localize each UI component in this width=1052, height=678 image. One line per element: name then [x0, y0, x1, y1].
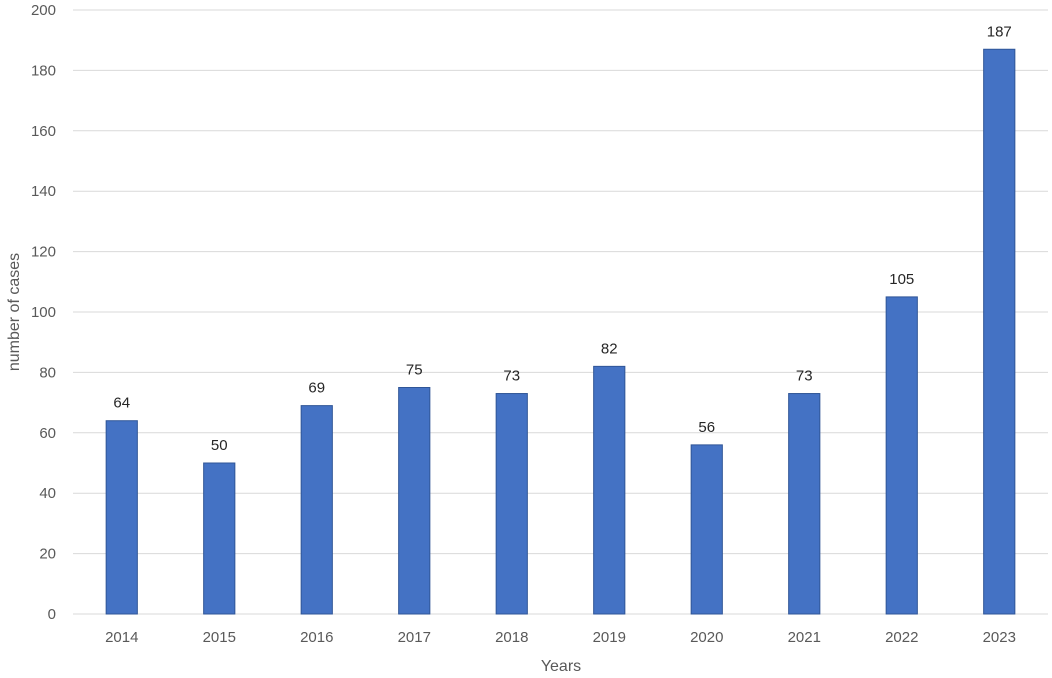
bar-2020: [690, 444, 723, 615]
x-axis-ticks: 2014 2015 2016 2017 2018 2019 2020 2021 2022 2023: [105, 629, 1016, 646]
x-tick-label: 2017: [398, 629, 431, 646]
y-tick-label: 100: [31, 304, 56, 321]
data-label-2015: 50: [211, 437, 228, 454]
y-tick-label: 0: [48, 606, 56, 623]
y-tick-label: 40: [39, 485, 56, 502]
x-axis-title: Years: [541, 658, 581, 675]
y-tick-label: 60: [39, 425, 56, 442]
data-labels: 64 50 69 75 73 82 56 73 105 187: [113, 23, 1011, 454]
bar-2016: [300, 405, 333, 615]
y-tick-label: 120: [31, 244, 56, 261]
x-tick-label: 2014: [105, 629, 138, 646]
data-label-2018: 73: [503, 368, 520, 385]
y-tick-label: 80: [39, 364, 56, 381]
x-tick-label: 2019: [593, 629, 626, 646]
y-axis-title: number of cases: [6, 253, 23, 371]
bar-2023: [983, 48, 1016, 615]
bar-2014: [105, 420, 138, 615]
bar-2018: [495, 393, 528, 615]
bar-2022: [885, 296, 918, 615]
y-tick-label: 200: [31, 2, 56, 19]
y-tick-label: 180: [31, 62, 56, 79]
x-tick-label: 2021: [788, 629, 821, 646]
bar-2021: [788, 393, 821, 615]
data-label-2017: 75: [406, 362, 423, 379]
data-label-2022: 105: [889, 271, 914, 288]
x-tick-label: 2022: [885, 629, 918, 646]
data-label-2016: 69: [308, 380, 325, 397]
x-tick-label: 2018: [495, 629, 528, 646]
bar-2019: [593, 365, 626, 615]
bar-2015: [203, 462, 236, 615]
bars: [105, 48, 1016, 615]
y-tick-label: 160: [31, 123, 56, 140]
data-label-2014: 64: [113, 395, 130, 412]
x-tick-label: 2015: [203, 629, 236, 646]
x-tick-label: 2023: [983, 629, 1016, 646]
data-label-2023: 187: [987, 23, 1012, 40]
x-tick-label: 2016: [300, 629, 333, 646]
bar-2017: [398, 387, 431, 615]
x-tick-label: 2020: [690, 629, 723, 646]
data-label-2020: 56: [698, 419, 715, 436]
y-tick-label: 20: [39, 546, 56, 563]
y-axis-ticks: 0 20 40 60 80 100 120 140 160 180 200: [31, 2, 56, 623]
data-label-2021: 73: [796, 368, 813, 385]
gridlines: [73, 9, 1048, 615]
data-label-2019: 82: [601, 340, 618, 357]
y-tick-label: 140: [31, 183, 56, 200]
